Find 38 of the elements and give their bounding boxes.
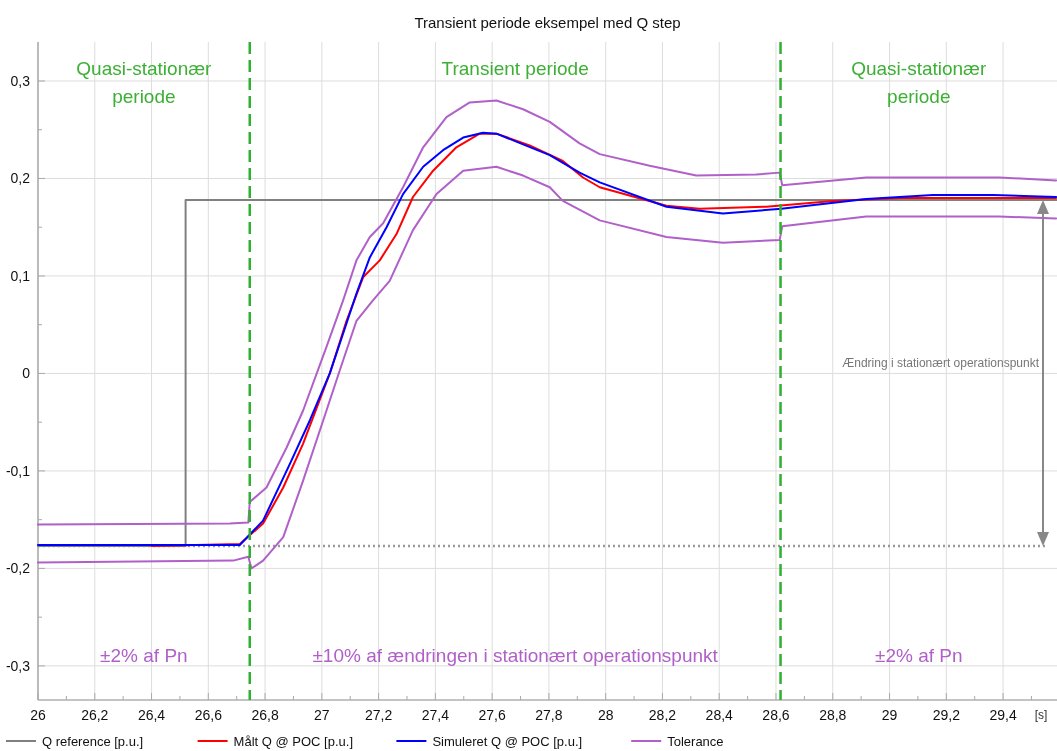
x-tick-label: 28,2	[648, 707, 677, 723]
y-tick-label: -0,3	[5, 657, 31, 674]
annotation: Ændring i stationært operationspunkt	[842, 355, 1040, 370]
x-tick-label: 28	[597, 707, 614, 723]
x-tick-label: 27,6	[478, 707, 506, 723]
x-tick-label: 26,8	[251, 707, 279, 723]
annotation: Quasi-stationær periode	[851, 58, 988, 107]
legend-label: Tolerance	[667, 734, 724, 749]
annotation: Quasi-stationær periode	[76, 58, 213, 107]
x-tick-label: 26,6	[194, 707, 223, 723]
x-tick-label: 27,2	[364, 707, 393, 723]
legend-label: Q reference [p.u.]	[42, 734, 144, 749]
y-tick-label: -0,2	[5, 560, 31, 577]
x-tick-label: 28,4	[705, 707, 734, 723]
y-tick-label: 0	[22, 365, 31, 382]
legend-label: Målt Q @ POC [p.u.]	[233, 734, 354, 749]
x-tick-label: 28,6	[762, 707, 790, 723]
legend-label: Simuleret Q @ POC [p.u.]	[432, 734, 583, 749]
x-tick-label: 26,4	[137, 707, 166, 723]
x-tick-label: 26,2	[81, 707, 109, 723]
chart-title: Transient periode eksempel med Q step	[414, 14, 681, 31]
x-tick-label: 27,4	[421, 707, 450, 723]
x-tick-label: 28,8	[819, 707, 847, 723]
x-tick-label: 29,2	[932, 707, 961, 723]
annotation: Transient periode	[441, 58, 589, 79]
y-tick-label: 0,3	[10, 72, 31, 89]
x-axis-title: [s]	[1034, 708, 1048, 722]
y-tick-label: 0,2	[10, 170, 31, 187]
annotation: ±2% af Pn	[874, 645, 963, 666]
x-tick-label: 29	[881, 707, 898, 723]
y-tick-label: -0,1	[5, 462, 31, 479]
x-tick-label: 26	[30, 707, 46, 723]
y-tick-label: 0,1	[10, 267, 31, 284]
x-tick-label: 29,4	[989, 707, 1017, 723]
annotation: ±10% af ændringen i stationært operationspunkt	[312, 645, 719, 666]
x-tick-label: 27,8	[535, 707, 563, 723]
x-tick-label: 27	[314, 707, 330, 723]
annotation: ±2% af Pn	[100, 645, 188, 666]
